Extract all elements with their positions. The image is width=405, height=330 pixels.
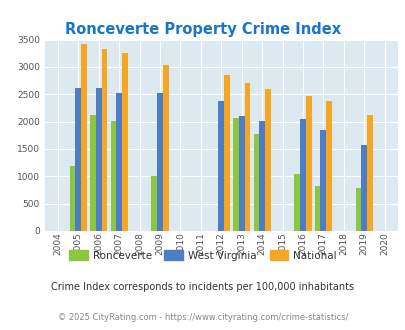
Bar: [218, 101, 224, 231]
Bar: [70, 166, 75, 231]
Bar: [325, 101, 331, 231]
Bar: [116, 93, 122, 231]
Legend: Ronceverte, West Virginia, National: Ronceverte, West Virginia, National: [64, 246, 341, 265]
Bar: [81, 44, 87, 231]
Bar: [101, 50, 107, 231]
Bar: [162, 65, 168, 231]
Bar: [305, 96, 311, 231]
Bar: [294, 174, 299, 231]
Bar: [75, 88, 81, 231]
Bar: [253, 134, 259, 231]
Bar: [232, 118, 238, 231]
Bar: [224, 75, 229, 231]
Text: Ronceverte Property Crime Index: Ronceverte Property Crime Index: [65, 22, 340, 37]
Bar: [96, 88, 101, 231]
Bar: [110, 120, 116, 231]
Bar: [366, 115, 372, 231]
Bar: [157, 93, 162, 231]
Bar: [314, 185, 320, 231]
Bar: [299, 119, 305, 231]
Bar: [151, 176, 157, 231]
Text: © 2025 CityRating.com - https://www.cityrating.com/crime-statistics/: © 2025 CityRating.com - https://www.city…: [58, 313, 347, 322]
Text: Crime Index corresponds to incidents per 100,000 inhabitants: Crime Index corresponds to incidents per…: [51, 282, 354, 292]
Bar: [355, 188, 360, 231]
Bar: [264, 89, 270, 231]
Bar: [90, 115, 96, 231]
Bar: [320, 130, 325, 231]
Bar: [259, 120, 264, 231]
Bar: [238, 116, 244, 231]
Bar: [244, 83, 249, 231]
Bar: [122, 53, 128, 231]
Bar: [360, 145, 366, 231]
